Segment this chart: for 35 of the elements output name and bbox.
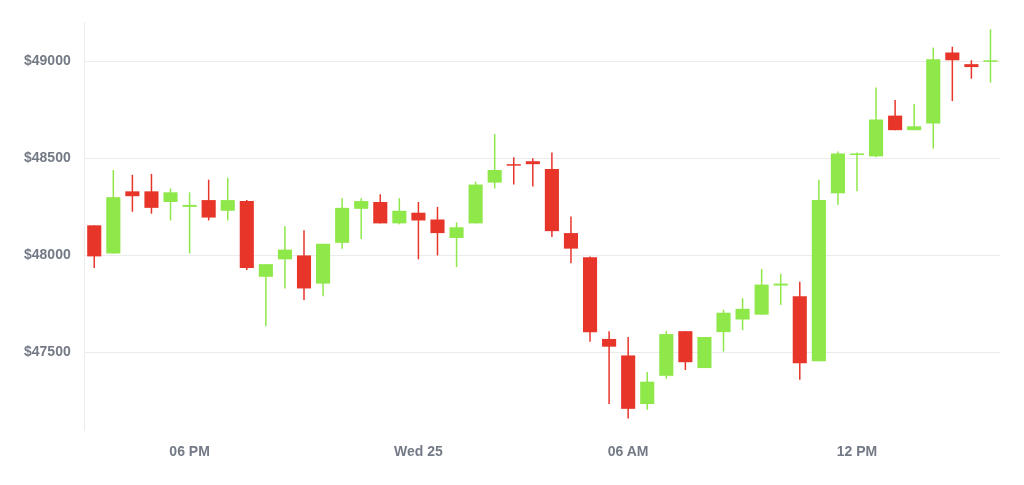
candlestick — [354, 197, 369, 240]
candlestick — [201, 178, 216, 222]
candlestick — [430, 206, 445, 257]
candlestick — [392, 197, 407, 226]
x-tick-label: 06 PM — [169, 443, 210, 460]
candlestick — [487, 133, 502, 190]
candlestick — [964, 59, 979, 80]
candlestick — [220, 177, 235, 222]
y-tick-label: $49000 — [24, 52, 71, 69]
candlestick — [277, 225, 292, 290]
candlestick — [773, 273, 788, 306]
y-tick-label: $48500 — [24, 149, 71, 166]
candlestick — [907, 103, 922, 131]
candlestick — [163, 187, 178, 222]
candlestick — [563, 215, 579, 264]
candlestick — [602, 330, 617, 405]
x-tick-label: Wed 25 — [394, 443, 444, 460]
y-tick-label: $47500 — [24, 343, 71, 360]
candlestick — [849, 151, 865, 193]
candlestick — [182, 191, 197, 255]
candlestick — [125, 174, 140, 213]
y-tick-label: $48000 — [24, 246, 71, 263]
candlestick — [888, 99, 903, 131]
candlestick — [506, 156, 521, 186]
candlestick — [258, 263, 273, 328]
x-tick-label: 06 AM — [607, 443, 649, 460]
candlestick — [449, 221, 464, 268]
candlestick — [525, 157, 540, 188]
candlestick — [983, 28, 998, 84]
candlestick — [640, 371, 655, 411]
candlestick — [373, 193, 388, 225]
x-tick-label: 12 PM — [836, 443, 878, 460]
candlestick — [716, 309, 731, 353]
candlestick — [735, 297, 750, 331]
candlestick — [144, 173, 159, 215]
